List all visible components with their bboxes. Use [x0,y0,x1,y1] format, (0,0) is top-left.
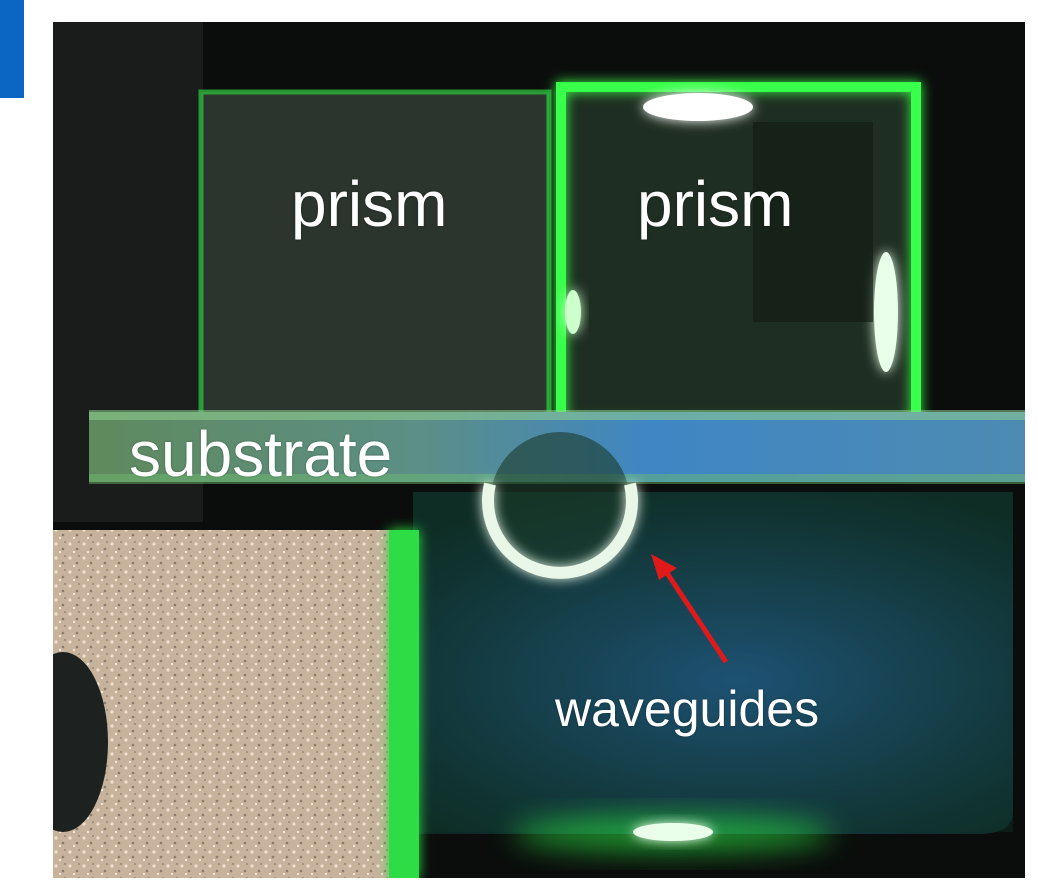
photo-panel: prism prism substrate waveguides [53,22,1025,878]
prism-right-label: prism [637,168,794,240]
substrate-label: substrate [129,418,393,490]
corner-tab [0,0,24,98]
photo-illustration [53,22,1025,878]
prism-left-label: prism [291,168,448,240]
waveguides-label: waveguides [555,681,820,737]
